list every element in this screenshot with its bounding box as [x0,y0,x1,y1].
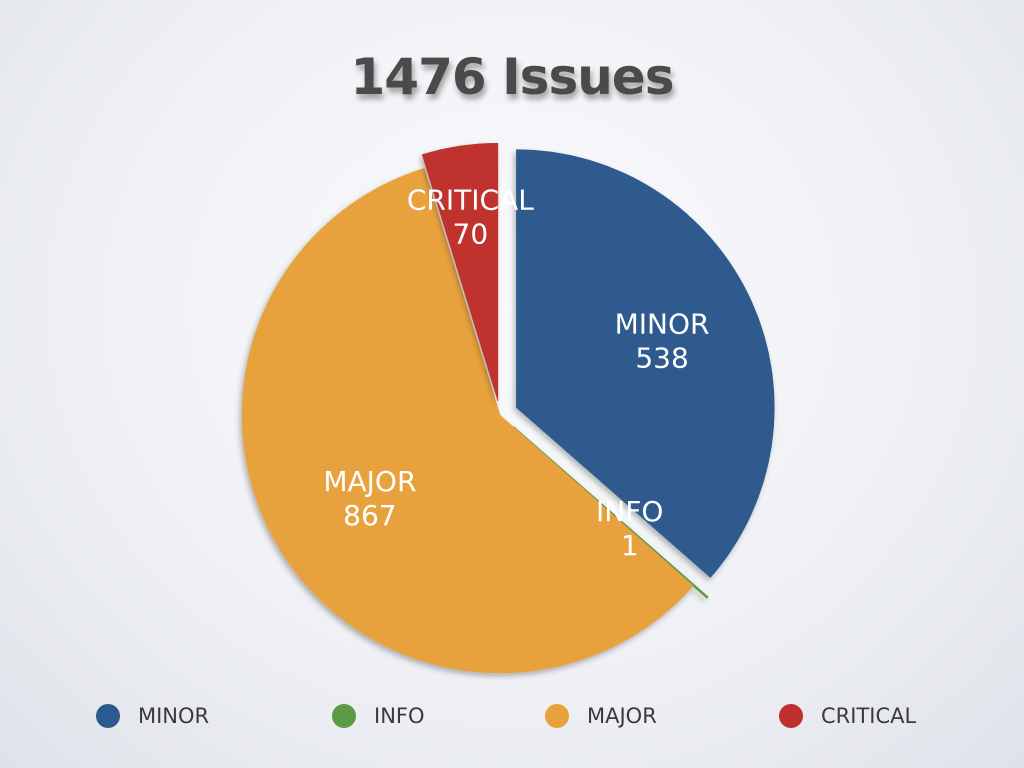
legend-swatch-info [332,704,356,728]
legend-label-info: INFO [374,704,425,728]
legend-label-minor: MINOR [138,704,210,728]
legend-item-major: MAJOR [545,704,657,728]
pie-slice-critical [421,142,499,402]
legend-swatch-minor [96,704,120,728]
slice-label-minor: MINOR 538 [615,308,710,375]
legend-label-major: MAJOR [587,704,657,728]
slice-label-major: MAJOR 867 [323,465,416,532]
legend: MINOR INFO MAJOR CRITICAL [0,704,1024,740]
legend-swatch-critical [779,704,803,728]
pie-labels: MINOR 538 INFO 1 MAJOR 867 CRITICAL 70 [323,183,709,562]
legend-item-minor: MINOR [96,704,209,728]
legend-item-info: INFO [332,704,425,728]
pie-slice-minor [516,149,775,578]
legend-swatch-major [545,704,569,728]
pie-slice-major [241,168,694,674]
chart-title: 1476 Issues [350,48,675,106]
legend-item-critical: CRITICAL [779,704,916,728]
slice-label-info: INFO 1 [596,495,663,562]
legend-label-critical: CRITICAL [821,704,917,728]
pie-slices [241,142,775,674]
slice-label-critical: CRITICAL 70 [407,183,534,250]
